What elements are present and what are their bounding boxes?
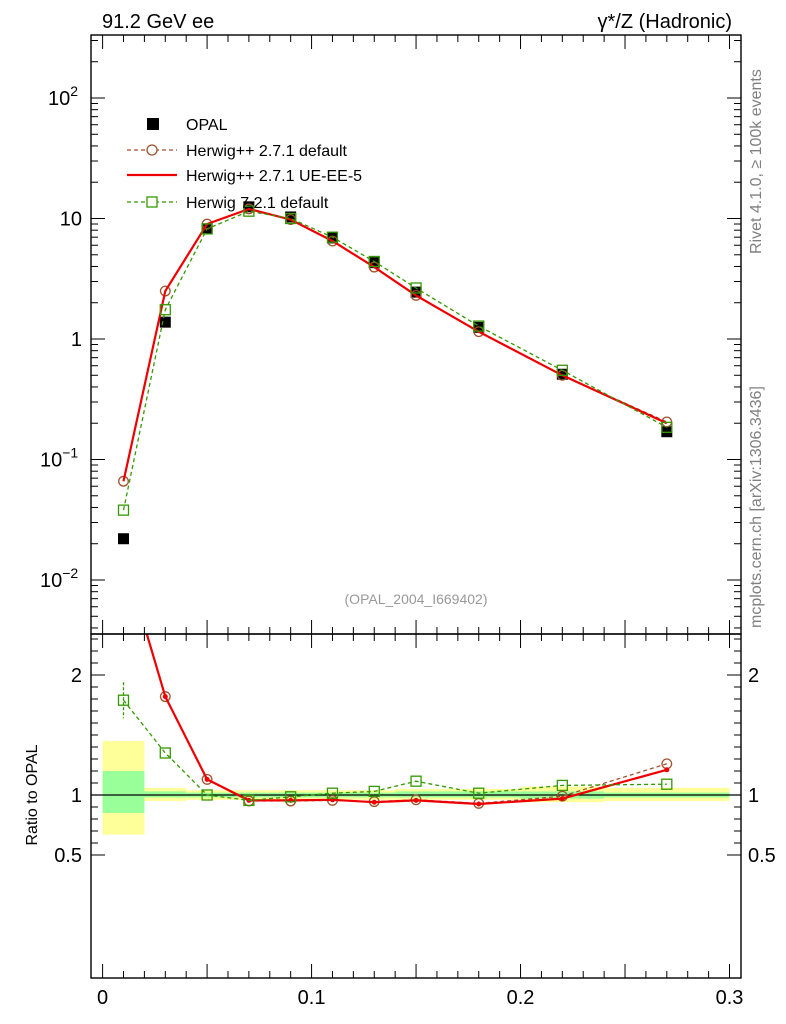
chart-title-left: 91.2 GeV ee xyxy=(102,11,214,33)
main-point-herwig7-5 xyxy=(326,231,339,243)
legend-marker-data xyxy=(147,118,159,130)
ratio-y-label-right-0: 0.5 xyxy=(748,845,776,867)
ratio-point-herwig7-5 xyxy=(326,787,339,799)
main-line-herwig_def xyxy=(122,208,668,482)
legend-marker-herwig7 xyxy=(146,196,158,208)
x-tick-label-1: 0.1 xyxy=(298,987,326,1009)
ratio-point-herwig7-6 xyxy=(368,785,380,798)
ratio-y-label-left-2: 2 xyxy=(71,665,82,687)
legend-label-herwig_def: Herwig++ 2.7.1 default xyxy=(186,143,348,160)
ratio-point-herwig_ue-9 xyxy=(559,796,565,802)
y-tick-exponent-0: −2 xyxy=(62,565,78,581)
main-point-herwig7-8 xyxy=(473,320,485,332)
ratio-point-herwig_def-0 xyxy=(119,550,129,560)
main-point-herwig7-2 xyxy=(201,223,213,235)
ratio-point-herwig7-10 xyxy=(661,778,673,790)
y-tick-exponent-4: 2 xyxy=(70,83,78,99)
main-point-herwig_def-7 xyxy=(410,289,422,301)
y-tick-label-4: 102 xyxy=(48,83,78,110)
analysis-id: (OPAL_2004_I669402) xyxy=(345,591,488,607)
ratio-y-label-right-1: 1 xyxy=(748,785,759,807)
source-label: mcplots.cern.ch [arXiv:1306.3436] xyxy=(748,386,765,628)
ratio-point-herwig_ue-6 xyxy=(371,799,377,805)
ratio-y-label-left-1: 1 xyxy=(71,785,82,807)
main-point-data-1 xyxy=(159,316,171,328)
main-point-herwig7-7 xyxy=(410,282,422,294)
y-tick-label-1: 10−1 xyxy=(40,445,78,472)
legend-label-herwig7: Herwig 7.2.1 default xyxy=(186,195,329,212)
ratio-ylabel: Ratio to OPAL xyxy=(24,744,41,845)
main-line-herwig7 xyxy=(122,210,668,511)
ratio-frame xyxy=(90,633,742,979)
legend-marker-herwig_def xyxy=(146,144,158,156)
ratio-point-herwig_ue-8 xyxy=(476,801,482,807)
x-tick-label-0: 0 xyxy=(97,987,108,1009)
y-tick-label-2: 1 xyxy=(71,329,82,351)
y-tick-label-3: 10 xyxy=(60,209,82,231)
ratio-point-herwig_ue-1 xyxy=(162,694,168,700)
ratio-point-herwig_ue-10 xyxy=(664,767,670,773)
ratio-y-label-left-0: 0.5 xyxy=(54,845,82,867)
main-point-herwig7-9 xyxy=(556,364,568,376)
band-inner-0 xyxy=(102,771,145,813)
y-tick-label-0: 10−2 xyxy=(40,565,78,592)
main-point-data-4 xyxy=(285,211,297,223)
x-tick-label-3: 0.3 xyxy=(716,987,744,1009)
main-point-herwig7-4 xyxy=(285,212,297,225)
ratio-point-herwig_ue-0 xyxy=(121,553,126,558)
y-tick-exponent-1: −1 xyxy=(62,445,78,461)
legend-label-data: OPAL xyxy=(186,117,228,134)
legend: OPAL Herwig++ 2.7.1 default Herwig++ 2.7.1… xyxy=(127,117,362,212)
ratio-point-herwig_ue-7 xyxy=(413,797,419,803)
ratio-point-herwig7-0 xyxy=(117,694,130,706)
ratio-point-herwig7-9 xyxy=(556,779,568,792)
ratio-point-herwig_def-10 xyxy=(661,758,673,770)
main-point-herwig7-3 xyxy=(243,205,255,217)
ratio-point-herwig_def-2 xyxy=(201,773,213,785)
ratio-point-herwig7-1 xyxy=(159,747,171,759)
legend-label-herwig_ue: Herwig++ 2.7.1 UE-EE-5 xyxy=(186,168,362,185)
main-point-data-0 xyxy=(117,533,129,545)
ratio-point-herwig7-8 xyxy=(473,787,485,799)
ratio-point-herwig_ue-2 xyxy=(204,776,210,782)
ratio-line-herwig7 xyxy=(122,699,667,802)
main-point-herwig7-10 xyxy=(661,421,673,433)
ratio-point-herwig7-2 xyxy=(201,789,213,801)
chart-title-right: γ*/Z (Hadronic) xyxy=(598,11,732,33)
main-point-data-7 xyxy=(410,286,422,298)
ratio-point-herwig7-4 xyxy=(285,791,297,803)
ratio-point-herwig7-3 xyxy=(243,794,255,807)
main-point-herwig7-0 xyxy=(117,504,130,516)
ratio-point-herwig7-7 xyxy=(410,775,422,787)
main-point-herwig7-6 xyxy=(368,255,380,268)
rivet-label: Rivet 4.1.0, ≥ 100k events xyxy=(748,69,765,254)
ratio-point-herwig_def-1 xyxy=(159,691,171,703)
ratio-y-label-right-2: 2 xyxy=(748,665,759,687)
main-line-herwig_ue xyxy=(122,207,668,482)
main-point-herwig7-1 xyxy=(159,304,171,316)
x-tick-label-2: 0.2 xyxy=(507,987,535,1009)
ratio-uncertainty-bands xyxy=(102,741,730,835)
